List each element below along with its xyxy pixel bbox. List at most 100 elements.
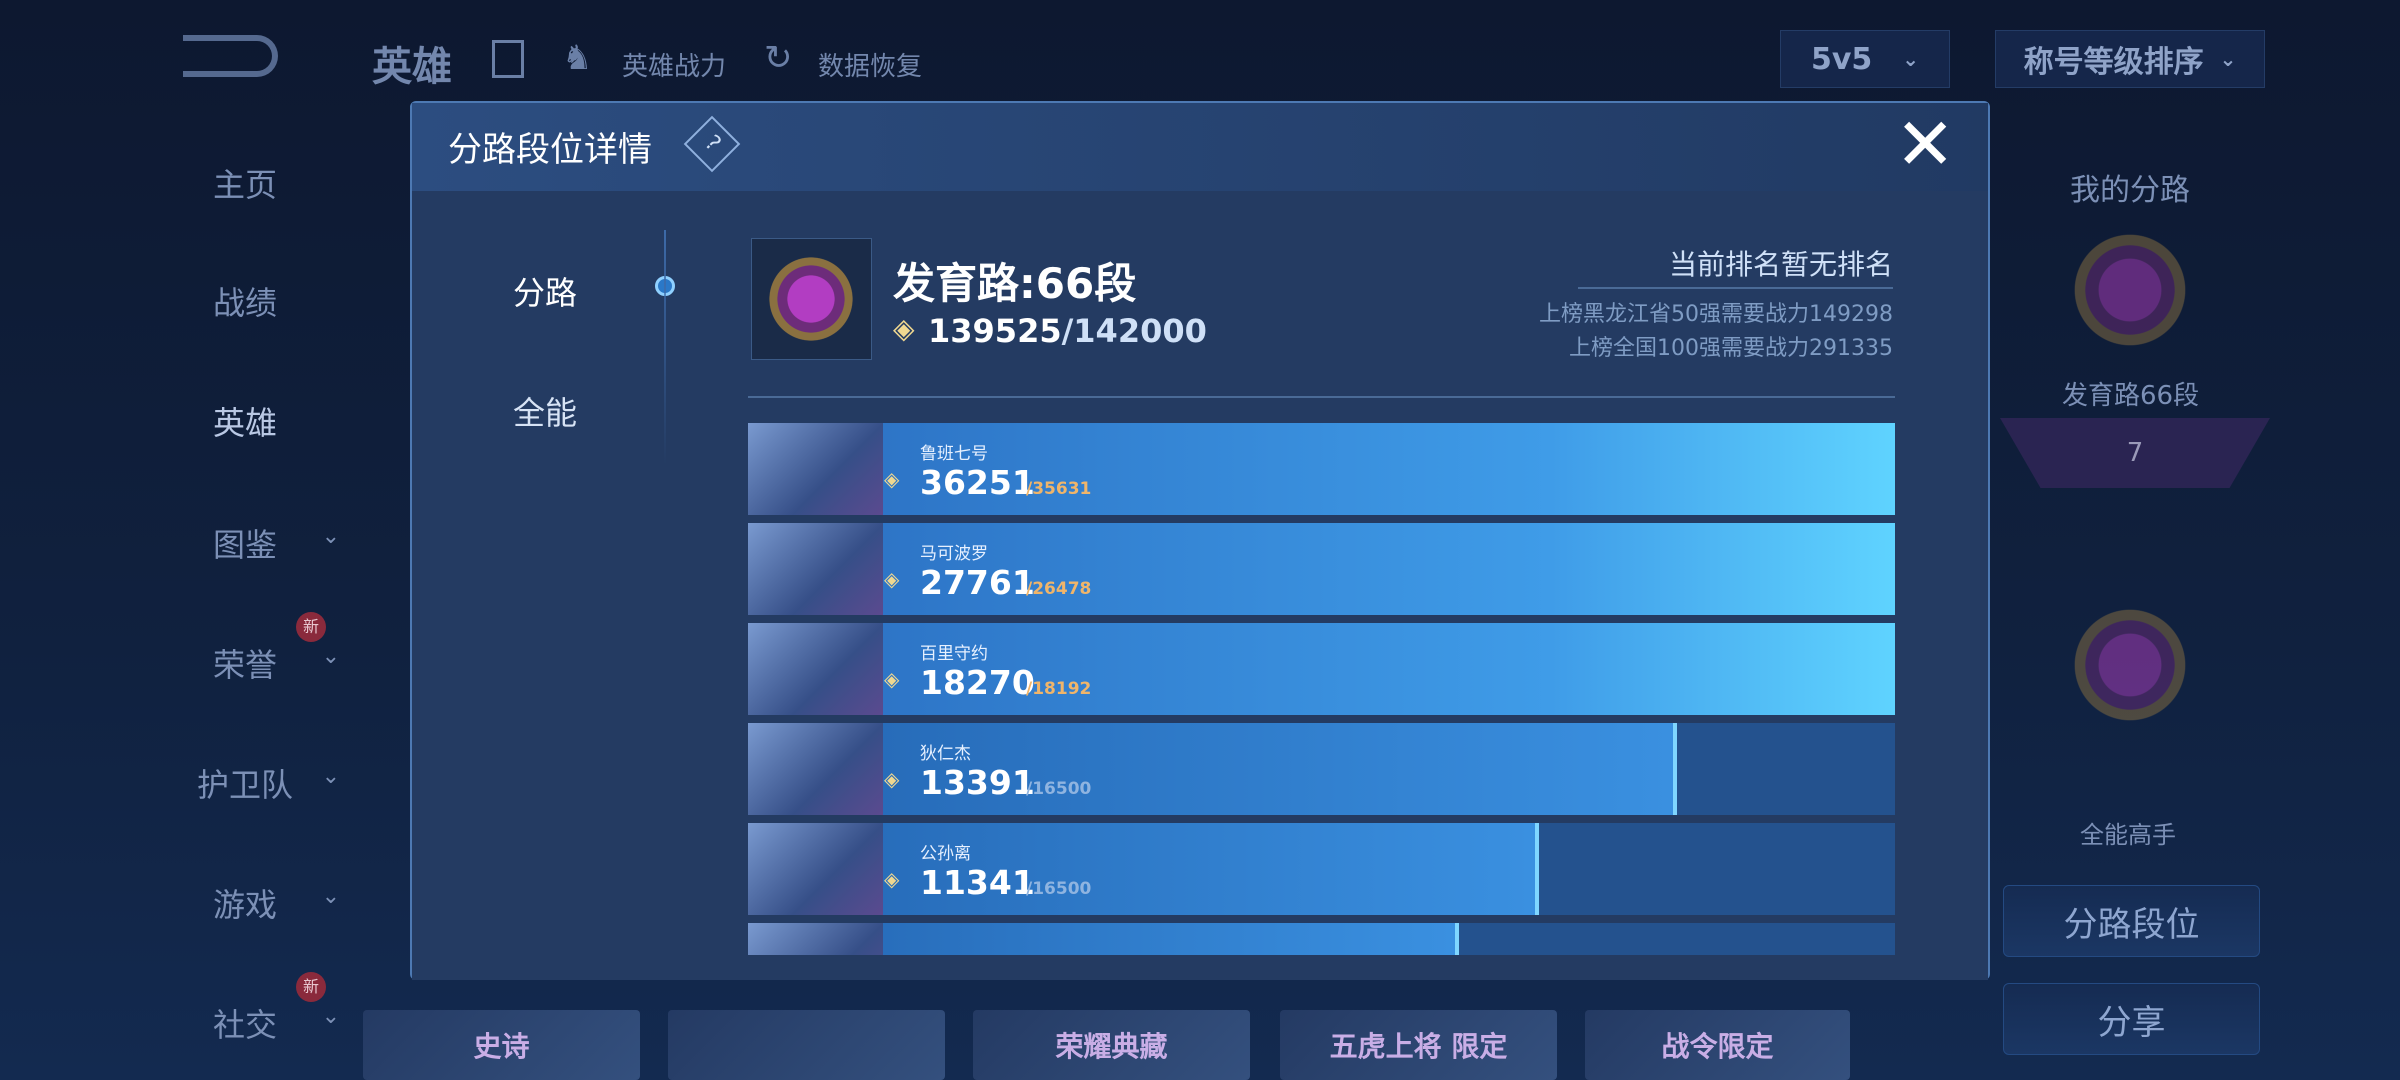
national-requirement: 上榜全国100强需要战力291335 [1569, 336, 1893, 361]
sidebar-item-hero[interactable]: 英雄 [150, 398, 340, 444]
chevron-down-icon: ⌄ [321, 764, 340, 789]
hero-name: 马可波罗 [920, 544, 988, 564]
sidebar-label: 社交 [212, 1006, 277, 1044]
lane-power: 139525/142000 [928, 312, 1207, 350]
emblem-level-number: 7 [2126, 438, 2144, 468]
hero-name: 百里守约 [920, 644, 988, 664]
tab-divider [664, 230, 666, 465]
sidebar-label: 英雄 [212, 404, 277, 442]
data-restore-link[interactable]: 数据恢复 [818, 52, 923, 82]
hero-portrait [748, 823, 883, 915]
sidebar-label: 战绩 [212, 284, 277, 322]
chevron-down-icon: ⌄ [321, 884, 340, 909]
power-icon: ◈ [884, 567, 900, 591]
chevron-down-icon: ⌄ [2219, 47, 2237, 71]
hero-row[interactable]: 马可波罗 ◈ 27761/26478 [748, 523, 1895, 615]
list-icon[interactable] [492, 40, 524, 78]
progress-fill [748, 723, 1678, 815]
new-badge: 新 [296, 612, 326, 642]
hero-power: 11341 [920, 863, 1035, 902]
progress-fill [748, 423, 1895, 515]
sidebar-label: 游戏 [212, 886, 277, 924]
lane-power-value: 139525 [928, 312, 1062, 350]
progress-fill [748, 623, 1895, 715]
sidebar-item-codex[interactable]: 图鉴 ⌄ [150, 520, 340, 566]
chevron-down-icon: ⌄ [321, 644, 340, 669]
header-divider [748, 396, 1895, 398]
hero-row[interactable]: 公孙离 ◈ 11341/16500 [748, 823, 1895, 915]
hero-row[interactable]: 百里守约 ◈ 18270/18192 [748, 623, 1895, 715]
hero-portrait [748, 923, 883, 955]
new-badge: 新 [296, 972, 326, 1002]
sidebar-label: 图鉴 [212, 526, 277, 564]
hero-power: 18270 [920, 663, 1035, 702]
hero-power: 27761 [920, 563, 1035, 602]
hero-portrait [748, 723, 883, 815]
sidebar-item-honor[interactable]: 荣誉新 ⌄ [150, 612, 340, 686]
tab-allround[interactable]: 全能 [460, 388, 630, 434]
sidebar-item-home[interactable]: 主页 [150, 160, 340, 206]
province-requirement: 上榜黑龙江省50强需要战力149298 [1539, 302, 1893, 327]
tab-lane[interactable]: 分路 [460, 268, 630, 314]
power-icon: ◈ [884, 467, 900, 491]
sidebar-label: 荣誉 [212, 646, 277, 684]
lane-badge-icon [766, 250, 856, 348]
skin-card[interactable] [668, 1010, 945, 1080]
hero-name: 公孙离 [920, 844, 971, 864]
sidebar-label: 护卫队 [196, 766, 293, 804]
lane-rank-label: 发育路66段 [2062, 381, 2200, 411]
hero-name: 鲁班七号 [920, 444, 988, 464]
modal-header [412, 103, 1988, 191]
modal-title: 分路段位详情 [448, 130, 652, 170]
hero-power-link[interactable]: 英雄战力 [622, 52, 727, 82]
chevron-down-icon: ⌄ [321, 524, 340, 549]
hero-power-target: /18192 [1026, 679, 1092, 699]
hero-power-target: /26478 [1026, 579, 1092, 599]
back-icon[interactable] [183, 35, 278, 77]
hero-power-target: /16500 [1026, 779, 1092, 799]
hero-portrait [748, 623, 883, 715]
hero-portrait [748, 423, 883, 515]
skin-card[interactable]: 五虎上将 限定 [1280, 1010, 1557, 1080]
power-icon: ◈ [893, 312, 915, 345]
chevron-down-icon: ⌄ [1902, 47, 1920, 71]
sidebar-item-record[interactable]: 战绩 [150, 278, 340, 324]
mode-select-value: 5v5 [1810, 41, 1873, 77]
sidebar-item-guard[interactable]: 护卫队 ⌄ [150, 760, 340, 806]
my-lane-title: 我的分路 [2070, 173, 2190, 208]
hero-power: 13391 [920, 763, 1035, 802]
sidebar-item-social[interactable]: 社交新 ⌄ [150, 972, 340, 1046]
share-button[interactable]: 分享 [2003, 983, 2260, 1055]
hero-power-target: /35631 [1026, 479, 1092, 499]
restore-icon[interactable]: ↻ [764, 38, 793, 78]
lane-badge-icon [2070, 225, 2190, 355]
power-icon: ◈ [884, 667, 900, 691]
chevron-down-icon: ⌄ [321, 1004, 340, 1029]
skin-card[interactable]: 战令限定 [1585, 1010, 1850, 1080]
emblem-level: 7 [2000, 418, 2270, 488]
hero-row[interactable]: 狄仁杰 ◈ 13391/16500 [748, 723, 1895, 815]
rank-divider [1578, 287, 1893, 289]
close-icon[interactable]: ✕ [1895, 102, 1956, 186]
power-icon: ◈ [884, 767, 900, 791]
sidebar-label: 主页 [212, 166, 277, 204]
lane-title: 发育路:66段 [893, 259, 1137, 308]
page-title: 英雄 [372, 44, 452, 90]
hero-row[interactable] [748, 923, 1895, 955]
skin-card[interactable]: 荣耀典藏 [973, 1010, 1250, 1080]
sort-select-value: 称号等级排序 [2023, 45, 2204, 80]
allround-title: 全能高手 [2080, 821, 2176, 849]
hero-row[interactable]: 鲁班七号 ◈ 36251/35631 [748, 423, 1895, 515]
skin-card[interactable]: 史诗 [363, 1010, 640, 1080]
rank-status: 当前排名暂无排名 [1668, 248, 1893, 281]
lane-power-target: /142000 [1061, 312, 1207, 350]
hero-power: 36251 [920, 463, 1035, 502]
helmet-icon[interactable]: ♞ [562, 38, 593, 78]
lane-rank-button[interactable]: 分路段位 [2003, 885, 2260, 957]
hero-name: 狄仁杰 [920, 744, 971, 764]
sidebar-item-game[interactable]: 游戏 ⌄ [150, 880, 340, 926]
mode-select[interactable]: 5v5 ⌄ [1780, 30, 1950, 88]
tab-label: 分路 [512, 274, 577, 312]
progress-fill [748, 523, 1895, 615]
sort-select[interactable]: 称号等级排序 ⌄ [1995, 30, 2265, 88]
